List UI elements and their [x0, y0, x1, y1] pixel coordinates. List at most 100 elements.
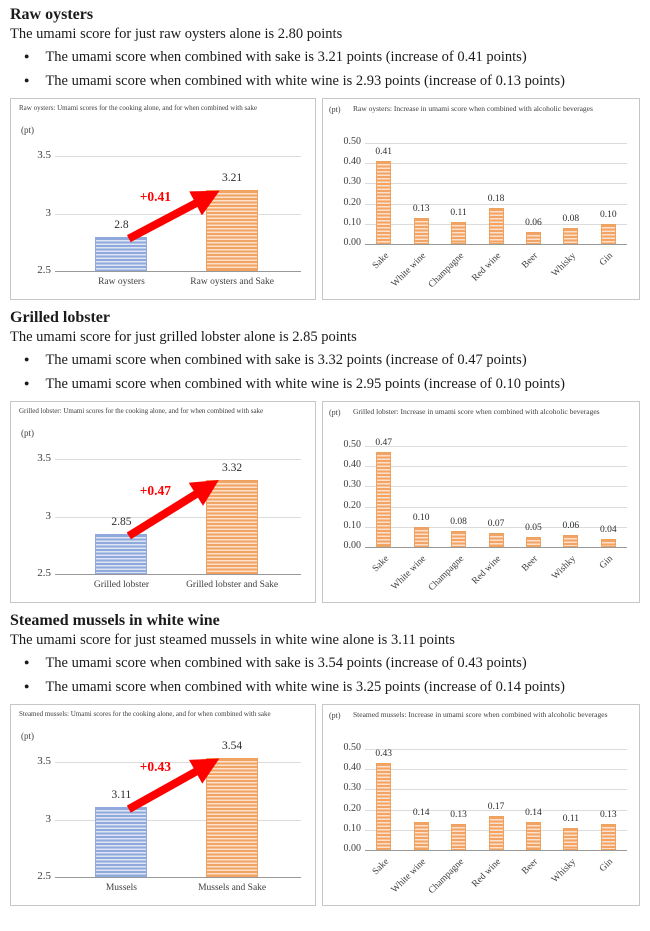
bullet-icon: ●: [24, 378, 30, 388]
gridline: [365, 850, 627, 851]
chart-title: Steamed mussels: Increase in umami score…: [353, 710, 608, 719]
bar: [376, 161, 392, 244]
bar: [451, 823, 467, 850]
bullet-icon: ●: [24, 354, 30, 364]
gridline: [365, 446, 627, 448]
gridline: [55, 156, 301, 158]
gridline: [365, 749, 627, 751]
bar: [95, 236, 148, 271]
y-tick-label: 0.30: [343, 782, 362, 794]
y-tick-label: 3.5: [37, 149, 51, 162]
bar-value-label: 0.06: [562, 520, 580, 531]
section-heading: Steamed mussels in white wine: [10, 612, 220, 629]
gridline: [365, 203, 627, 205]
bullet-text: The umami score when combined with white…: [45, 73, 565, 89]
chart-steamed-mussels-pair: Steamed mussels: Umami scores for the co…: [10, 704, 316, 906]
y-tick-label: 3.5: [37, 452, 51, 465]
bar: [451, 530, 467, 547]
y-tick-label: 0.20: [343, 499, 362, 511]
bar: [206, 757, 259, 877]
chart-unit-label: (pt): [329, 105, 341, 114]
bar: [376, 452, 392, 547]
bar-value-label: 0.08: [450, 516, 467, 527]
intro-text: The umami score for just grilled lobster…: [10, 329, 357, 345]
y-tick-label: 0.10: [343, 519, 362, 531]
bullet-text: The umami score when combined with sake …: [45, 352, 527, 368]
plot-area: 3.5 3 2.5 2.8 Raw oysters 3.21 Raw oysters and…: [37, 145, 301, 287]
bar-value-label: 0.13: [450, 809, 467, 820]
bullet-icon: ●: [24, 657, 30, 667]
bar: [488, 532, 504, 547]
gridline: [365, 769, 627, 771]
gridline: [365, 143, 627, 145]
y-tick-label: 0.20: [343, 802, 362, 814]
bar: [95, 807, 148, 877]
y-tick-label: 0.50: [343, 742, 362, 754]
gridline: [55, 877, 301, 878]
charts-row: Steamed mussels: Umami scores for the co…: [10, 704, 640, 906]
chart-unit-label: (pt): [329, 711, 341, 720]
plot-area: 3.5 3 2.5 2.85 Grilled lobster 3.32 Grilled lo…: [37, 448, 301, 590]
y-tick-label: 0.00: [343, 540, 362, 551]
gridline: [55, 574, 301, 575]
bullet-icon: ●: [24, 75, 30, 85]
section-steamed-mussels: Steamed mussels in white wine The umami …: [10, 612, 640, 906]
y-tick-label: 0.20: [343, 196, 362, 208]
bar: [600, 823, 616, 850]
bar: [600, 223, 616, 244]
y-tick-label: 2.5: [37, 567, 51, 579]
bar: [95, 533, 148, 574]
chart-unit-label: (pt): [21, 428, 34, 438]
bar-value-label: 0.07: [487, 518, 505, 529]
bar-value-label: 0.11: [562, 813, 579, 824]
bar-value-label: 3.32: [222, 462, 243, 475]
chart-steamed-mussels-increase: Steamed mussels: Increase in umami score…: [322, 704, 640, 906]
plot-area: 3.5 3 2.5 3.11 Mussels 3.54 Mussels and Sake +0…: [37, 740, 301, 893]
bullet-icon: ●: [24, 51, 30, 61]
gridline: [365, 789, 627, 791]
bar-value-label: 0.47: [375, 438, 393, 449]
y-tick-label: 0.50: [343, 136, 362, 148]
bar: [563, 827, 579, 850]
gridline: [55, 213, 301, 215]
bar-value-label: 0.05: [525, 522, 542, 533]
bar-value-label: 0.04: [599, 524, 617, 535]
bar-value-label: 0.17: [487, 801, 505, 812]
bar: [600, 538, 616, 547]
increase-annotation: +0.47: [139, 482, 172, 498]
y-tick-label: 0.10: [343, 216, 362, 228]
y-tick-label: 3: [45, 509, 52, 522]
chart-unit-label: (pt): [21, 731, 34, 741]
bar: [376, 763, 392, 850]
chart-raw-oysters-increase: Raw oysters: Increase in umami score whe…: [322, 98, 640, 300]
bullet-text: The umami score when combined with white…: [45, 376, 565, 392]
y-tick-label: 3.5: [37, 755, 51, 768]
y-tick-label: 0.50: [343, 439, 362, 451]
chart-title: Raw oysters: Umami scores for the cookin…: [19, 104, 257, 112]
chart-title: Steamed mussels: Umami scores for the co…: [19, 710, 271, 718]
y-tick-label: 0.30: [343, 479, 362, 491]
bullet-list: ● The umami score when combined with sake…: [10, 348, 640, 396]
bullet-text: The umami score when combined with sake …: [45, 655, 527, 671]
bar: [413, 217, 429, 244]
section-raw-oysters: Raw oysters The umami score for just raw…: [10, 6, 640, 300]
bar: [413, 526, 429, 547]
increase-arrow-icon: [126, 479, 219, 540]
chart-raw-oysters-pair: Raw oysters: Umami scores for the cookin…: [10, 98, 316, 300]
bar-value-label: 0.06: [525, 217, 542, 228]
section-heading: Grilled lobster: [10, 309, 110, 326]
y-tick-label: 0.00: [343, 843, 362, 854]
bar-value-label: 0.14: [525, 807, 542, 818]
bar-value-label: 0.18: [487, 193, 505, 204]
gridline: [365, 809, 627, 811]
bar: [451, 221, 467, 244]
bullet-item: ● The umami score when combined with whit…: [10, 372, 640, 396]
gridline: [365, 547, 627, 548]
bar-value-label: 0.14: [412, 807, 430, 818]
bar-value-label: 0.10: [412, 512, 430, 523]
gridline: [55, 819, 301, 821]
chart-grilled-lobster-increase: Grilled lobster: Increase in umami score…: [322, 401, 640, 603]
charts-row: Raw oysters: Umami scores for the cookin…: [10, 98, 640, 300]
y-tick-label: 2.5: [37, 264, 51, 276]
